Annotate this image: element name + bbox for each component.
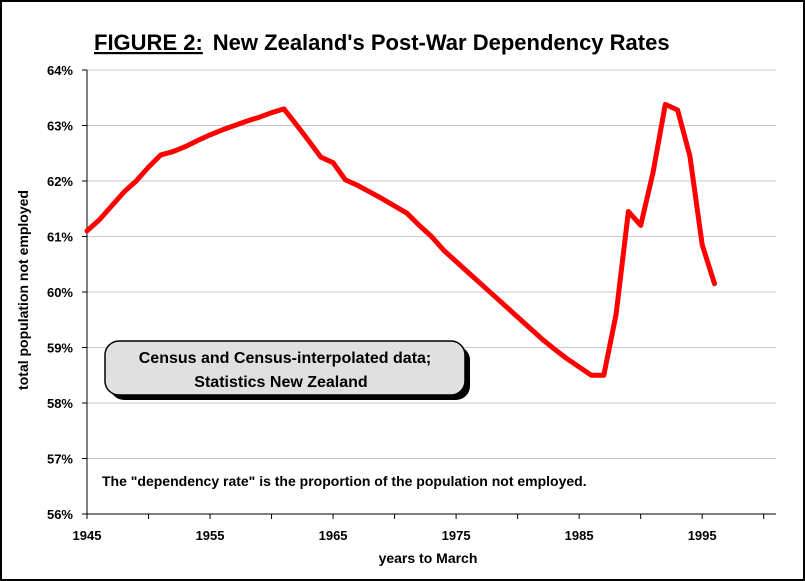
y-tick-labels: 56% 57% 58% 59% 60% 61% 62% 63% 64% [47,63,73,522]
y-tick-label: 64% [47,63,73,78]
y-tick-label: 62% [47,174,73,189]
gridlines [87,69,776,459]
footnote: The "dependency rate" is the proportion … [102,473,587,489]
y-tick-label: 58% [47,396,73,411]
y-tick-label: 57% [47,452,73,467]
x-axis-label: years to March [379,550,478,566]
x-tick-label: 1955 [196,528,225,543]
y-tick-label: 56% [47,507,73,522]
footnote-background [96,468,626,492]
title-main: New Zealand's Post-War Dependency Rates [213,30,670,55]
source-line-2: Statistics New Zealand [194,374,367,391]
x-tick-labels: 1945 1955 1965 1975 1985 1995 [73,528,717,543]
axes [82,69,776,519]
source-box: Census and Census-interpolated data; Sta… [104,340,470,400]
x-tick-label: 1945 [73,528,102,543]
chart-title: FIGURE 2: New Zealand's Post-War Dependen… [94,30,670,55]
title-prefix: FIGURE 2: [94,30,203,55]
x-tick-label: 1965 [319,528,348,543]
y-tick-label: 63% [47,119,73,134]
y-tick-label: 59% [47,341,73,356]
source-line-1: Census and Census-interpolated data; [139,350,432,367]
series-line [84,101,717,378]
source-box-body [104,340,466,396]
x-tick-label: 1975 [442,528,471,543]
y-tick-label: 60% [47,285,73,300]
y-tick-label: 61% [47,230,73,245]
y-axis-label: total population not employed [15,190,31,390]
x-tick-label: 1985 [565,528,594,543]
x-tick-label: 1995 [688,528,717,543]
